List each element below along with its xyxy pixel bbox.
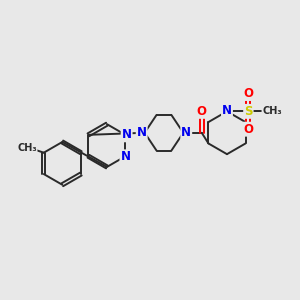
Text: O: O bbox=[243, 87, 254, 100]
Text: CH₃: CH₃ bbox=[262, 106, 282, 116]
Text: N: N bbox=[222, 104, 232, 117]
Text: S: S bbox=[244, 105, 253, 118]
Text: N: N bbox=[181, 126, 191, 139]
Text: CH₃: CH₃ bbox=[17, 142, 37, 153]
Text: O: O bbox=[197, 105, 207, 118]
Text: N: N bbox=[120, 150, 130, 163]
Text: N: N bbox=[122, 128, 132, 141]
Text: O: O bbox=[243, 123, 254, 136]
Text: N: N bbox=[137, 126, 147, 139]
